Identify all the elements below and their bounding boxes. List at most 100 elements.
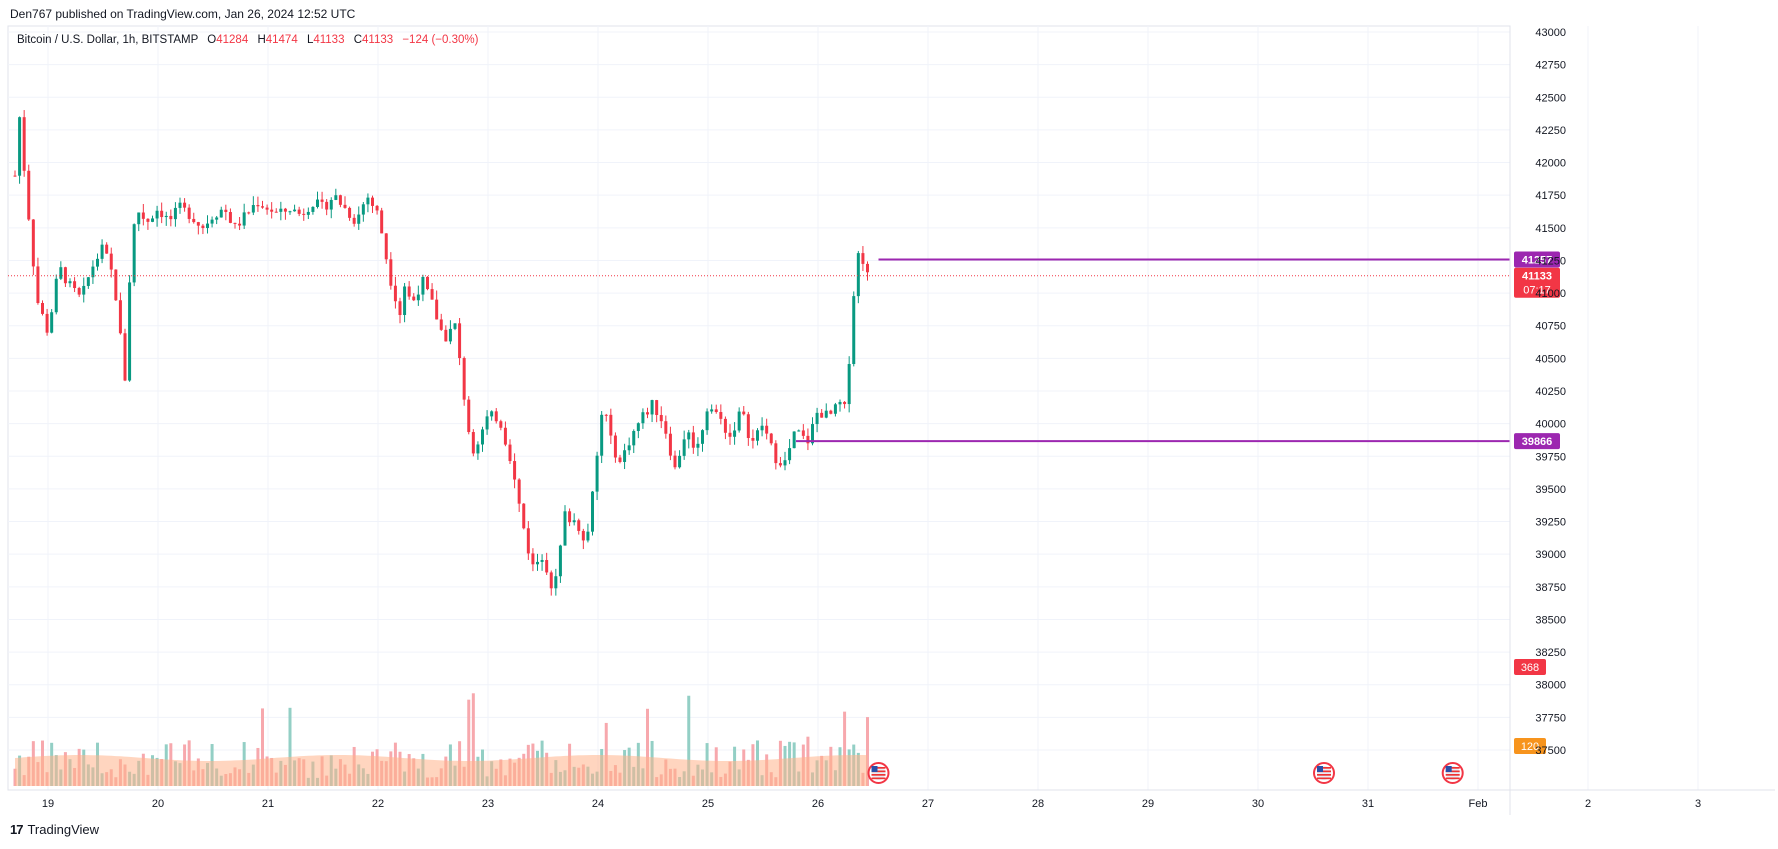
candle-body <box>705 411 709 431</box>
candle-body <box>173 207 177 220</box>
candle-body <box>847 364 851 405</box>
candle-body <box>146 218 150 222</box>
price-tick-label: 38750 <box>1535 582 1566 594</box>
candle-body <box>668 433 672 456</box>
price-tick-label: 39000 <box>1535 549 1566 561</box>
candle-body <box>490 411 494 417</box>
change-value: −124 (−0.30%) <box>402 34 479 46</box>
candle-body <box>765 425 769 434</box>
candle-body <box>403 286 407 316</box>
candle-body <box>494 411 498 422</box>
candle-body <box>68 281 72 284</box>
price-tick-label: 37750 <box>1535 712 1566 724</box>
candle-body <box>760 425 764 431</box>
candle-body <box>219 209 223 218</box>
candle-body <box>728 432 732 437</box>
candle-body <box>824 410 828 418</box>
candle-body <box>22 117 26 171</box>
high-value: 41474 <box>265 34 298 46</box>
candle-body <box>105 244 109 254</box>
candle-body <box>664 421 668 434</box>
price-tick-label: 41000 <box>1535 288 1566 300</box>
candle-body <box>833 404 837 414</box>
candle-body <box>568 511 572 523</box>
candle-body <box>160 210 164 218</box>
candle-body <box>306 211 310 215</box>
candle-body <box>73 281 77 289</box>
publisher-text: Den767 published on TradingView.com, Jan… <box>10 7 356 21</box>
candle-body <box>311 206 315 212</box>
candle-body <box>458 323 462 359</box>
candle-body <box>820 412 824 418</box>
candle-body <box>123 333 127 381</box>
time-tick-label: 29 <box>1142 798 1154 810</box>
open-label: O <box>207 34 217 46</box>
event-markers <box>867 762 1464 784</box>
candle-body <box>242 212 246 226</box>
price-tick-label: 42750 <box>1535 60 1566 72</box>
candle-body <box>444 329 448 342</box>
symbol-title: Bitcoin / U.S. Dollar, 1h, BITSTAMP <box>17 34 199 46</box>
candle-body <box>256 205 260 207</box>
price-tick-label: 42500 <box>1535 92 1566 104</box>
price-tick-label: 39250 <box>1535 517 1566 529</box>
candle-body <box>329 199 333 210</box>
time-tick-label: 3 <box>1695 798 1701 810</box>
candle-body <box>691 432 695 448</box>
candle-body <box>426 276 429 290</box>
horizontal-levels: 41257 39866 41133 07:17 368 120 <box>8 251 1560 754</box>
time-tick-label: 26 <box>812 798 824 810</box>
volume-bar <box>471 693 475 786</box>
candle-body <box>201 225 205 229</box>
candle-body <box>430 289 434 300</box>
volume-bar <box>687 695 691 786</box>
level-price-tag <box>1514 433 1560 450</box>
candle-body <box>733 430 737 437</box>
price-tick-label: 37500 <box>1535 745 1566 757</box>
candle-body <box>526 528 530 554</box>
candle-body <box>375 205 379 211</box>
candle-body <box>467 399 471 433</box>
candle-body <box>348 207 352 218</box>
price-tick-label: 40500 <box>1535 353 1566 365</box>
candle-body <box>325 201 329 210</box>
candle-body <box>293 209 297 212</box>
candle-body <box>687 432 691 440</box>
candle-body <box>471 432 475 454</box>
candle-body <box>591 491 594 532</box>
flag-stripe <box>1445 777 1460 780</box>
time-tick-label: 28 <box>1032 798 1044 810</box>
candle-body <box>118 300 122 334</box>
footer-brand[interactable]: 17 TradingView <box>10 822 99 837</box>
candle-body <box>86 277 90 286</box>
volume-bar <box>467 699 471 786</box>
price-tick-label: 40250 <box>1535 386 1566 398</box>
time-tick-label: 31 <box>1362 798 1374 810</box>
candle-body <box>701 430 704 444</box>
candle-body <box>774 443 778 464</box>
candle-body <box>646 412 649 415</box>
price-tick-label: 38250 <box>1535 647 1566 659</box>
candle-body <box>270 209 274 212</box>
volume-bar <box>646 708 649 786</box>
candle-body <box>581 530 585 541</box>
candle-body <box>563 511 567 546</box>
volume-bar <box>261 708 264 786</box>
candle-body <box>63 267 67 284</box>
candle-body <box>380 210 384 234</box>
candle-body <box>655 400 659 415</box>
candle-body <box>797 430 801 432</box>
candle-body <box>531 553 535 565</box>
candle-body <box>577 520 581 531</box>
candle-body <box>439 319 443 330</box>
us-flag-icon <box>1313 762 1335 784</box>
flag-stripe <box>1317 777 1331 780</box>
candle-body <box>398 301 402 316</box>
price-tick-label: 40750 <box>1535 321 1566 333</box>
candle-body <box>297 209 301 214</box>
chart-grid <box>7 25 1699 791</box>
candle-body <box>778 463 782 466</box>
level-price-tag <box>1514 251 1560 268</box>
candle-body <box>838 401 842 405</box>
